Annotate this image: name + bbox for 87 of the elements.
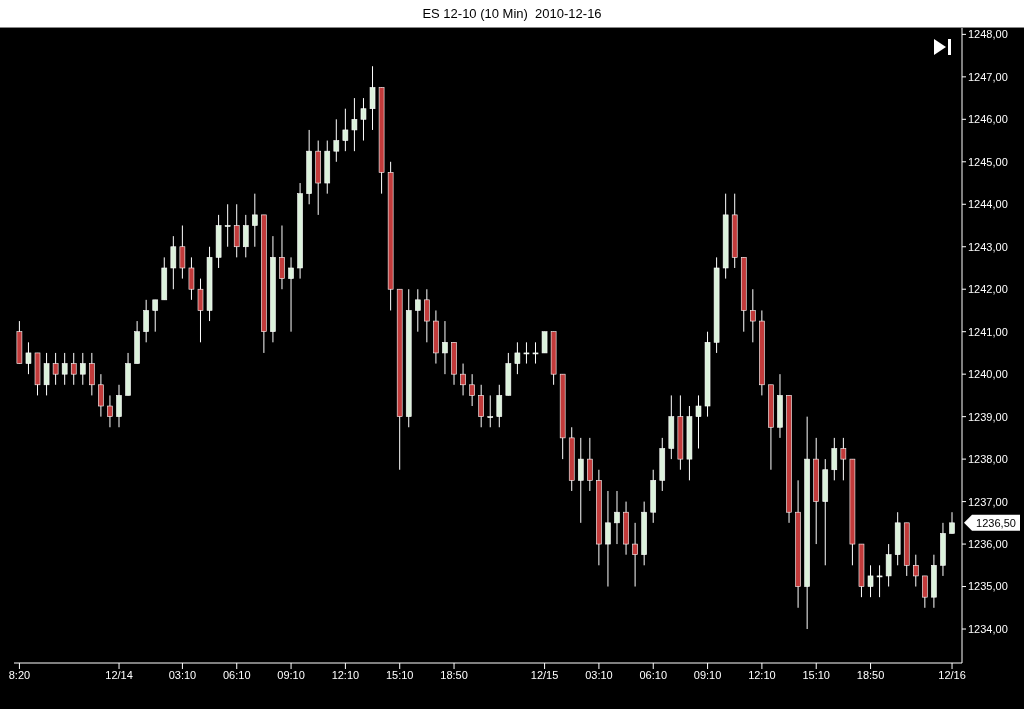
y-tick-label: 1234,00 [968,622,1008,635]
candlestick [70,352,77,386]
candlestick [279,225,285,290]
x-tick-label: 09:10 [693,668,722,681]
candlestick [242,214,249,258]
candlestick [876,564,883,598]
candlestick [577,437,584,524]
candlestick [523,341,530,365]
candlestick [197,278,204,343]
candlestick [587,437,593,492]
candlestick [632,522,638,588]
candlestick [43,352,50,396]
candlestick [179,225,186,280]
candlestick [52,352,59,386]
candlestick [496,384,503,428]
candlestick [107,394,113,428]
y-tick-label: 1235,00 [968,580,1008,593]
candlestick [369,65,376,131]
candlestick [252,193,258,248]
candlestick [605,490,611,588]
candlestick [695,394,702,449]
candlestick [288,256,294,333]
y-tick-label: 1244,00 [968,198,1008,211]
y-tick-label: 1246,00 [968,113,1008,126]
candlestick [460,363,466,396]
candlestick [79,352,86,386]
y-tick-label: 1236,00 [968,537,1008,550]
candlestick [949,511,955,534]
x-tick-label: 12/15 [530,668,559,681]
candlestick [224,203,231,248]
y-tick-label: 1243,00 [968,240,1008,253]
candlestick [143,299,149,343]
text: 1236,50 [976,516,1016,529]
candlestick [885,543,892,588]
y-tick-label: 1237,00 [968,495,1008,508]
x-tick-label: 03:10 [168,668,197,681]
y-tick-label: 1241,00 [968,325,1008,338]
candlestick [233,203,240,258]
x-tick-label: 06:10 [222,668,251,681]
x-tick-label: 15:10 [385,668,414,681]
x-tick-label: 12:10 [331,668,360,681]
y-tick-label: 1239,00 [968,410,1008,423]
candlestick [442,320,448,375]
x-tick-label: 18:50 [440,668,468,681]
candlestick [469,373,475,407]
candlestick [89,352,95,396]
y-tick-label: 1247,00 [968,70,1008,83]
y-tick-label: 1240,00 [968,368,1008,381]
candlestick [424,288,430,343]
candlestick [170,235,177,290]
x-tick-label: 12/14 [105,668,133,681]
candlestick [750,288,756,343]
x-tick-label: 03:10 [585,668,613,681]
candlestick [514,341,521,375]
candlestick [152,299,159,333]
candlestick [98,373,104,418]
candlestick [333,118,340,163]
candlestick [831,437,838,481]
candlestick [61,352,68,386]
x-tick-label: 09:10 [277,668,305,681]
y-tick-label: 1242,00 [968,283,1008,296]
candlestick [840,437,847,481]
x-tick-label: 06:10 [639,668,668,681]
y-tick-label: 1248,00 [968,28,1008,41]
x-tick-label: 12/16 [938,668,966,681]
candlestick [116,384,122,428]
y-tick-label: 1245,00 [968,155,1008,168]
candlestick [541,331,548,354]
candlestick [867,564,874,598]
candlestick [487,394,494,428]
candlestick [922,575,928,609]
x-tick-label: 8:20 [8,668,31,681]
chart-title: ES 12-10 (10 Min) 2010-12-16 [0,0,1024,28]
candlestick [351,97,358,152]
candlestick [913,554,919,588]
candlestick [532,341,539,365]
x-tick-label: 18:50 [856,668,885,681]
candlestick [415,288,421,333]
candlestick [25,341,32,375]
candlestick [342,108,349,152]
candlestick [360,97,367,142]
candlestick [478,384,484,428]
candlestick [188,256,195,301]
x-tick-label: 15:10 [802,668,830,681]
y-tick-label: 1238,00 [968,453,1008,466]
x-tick-label: 12:10 [748,668,776,681]
candlestick [614,490,620,545]
